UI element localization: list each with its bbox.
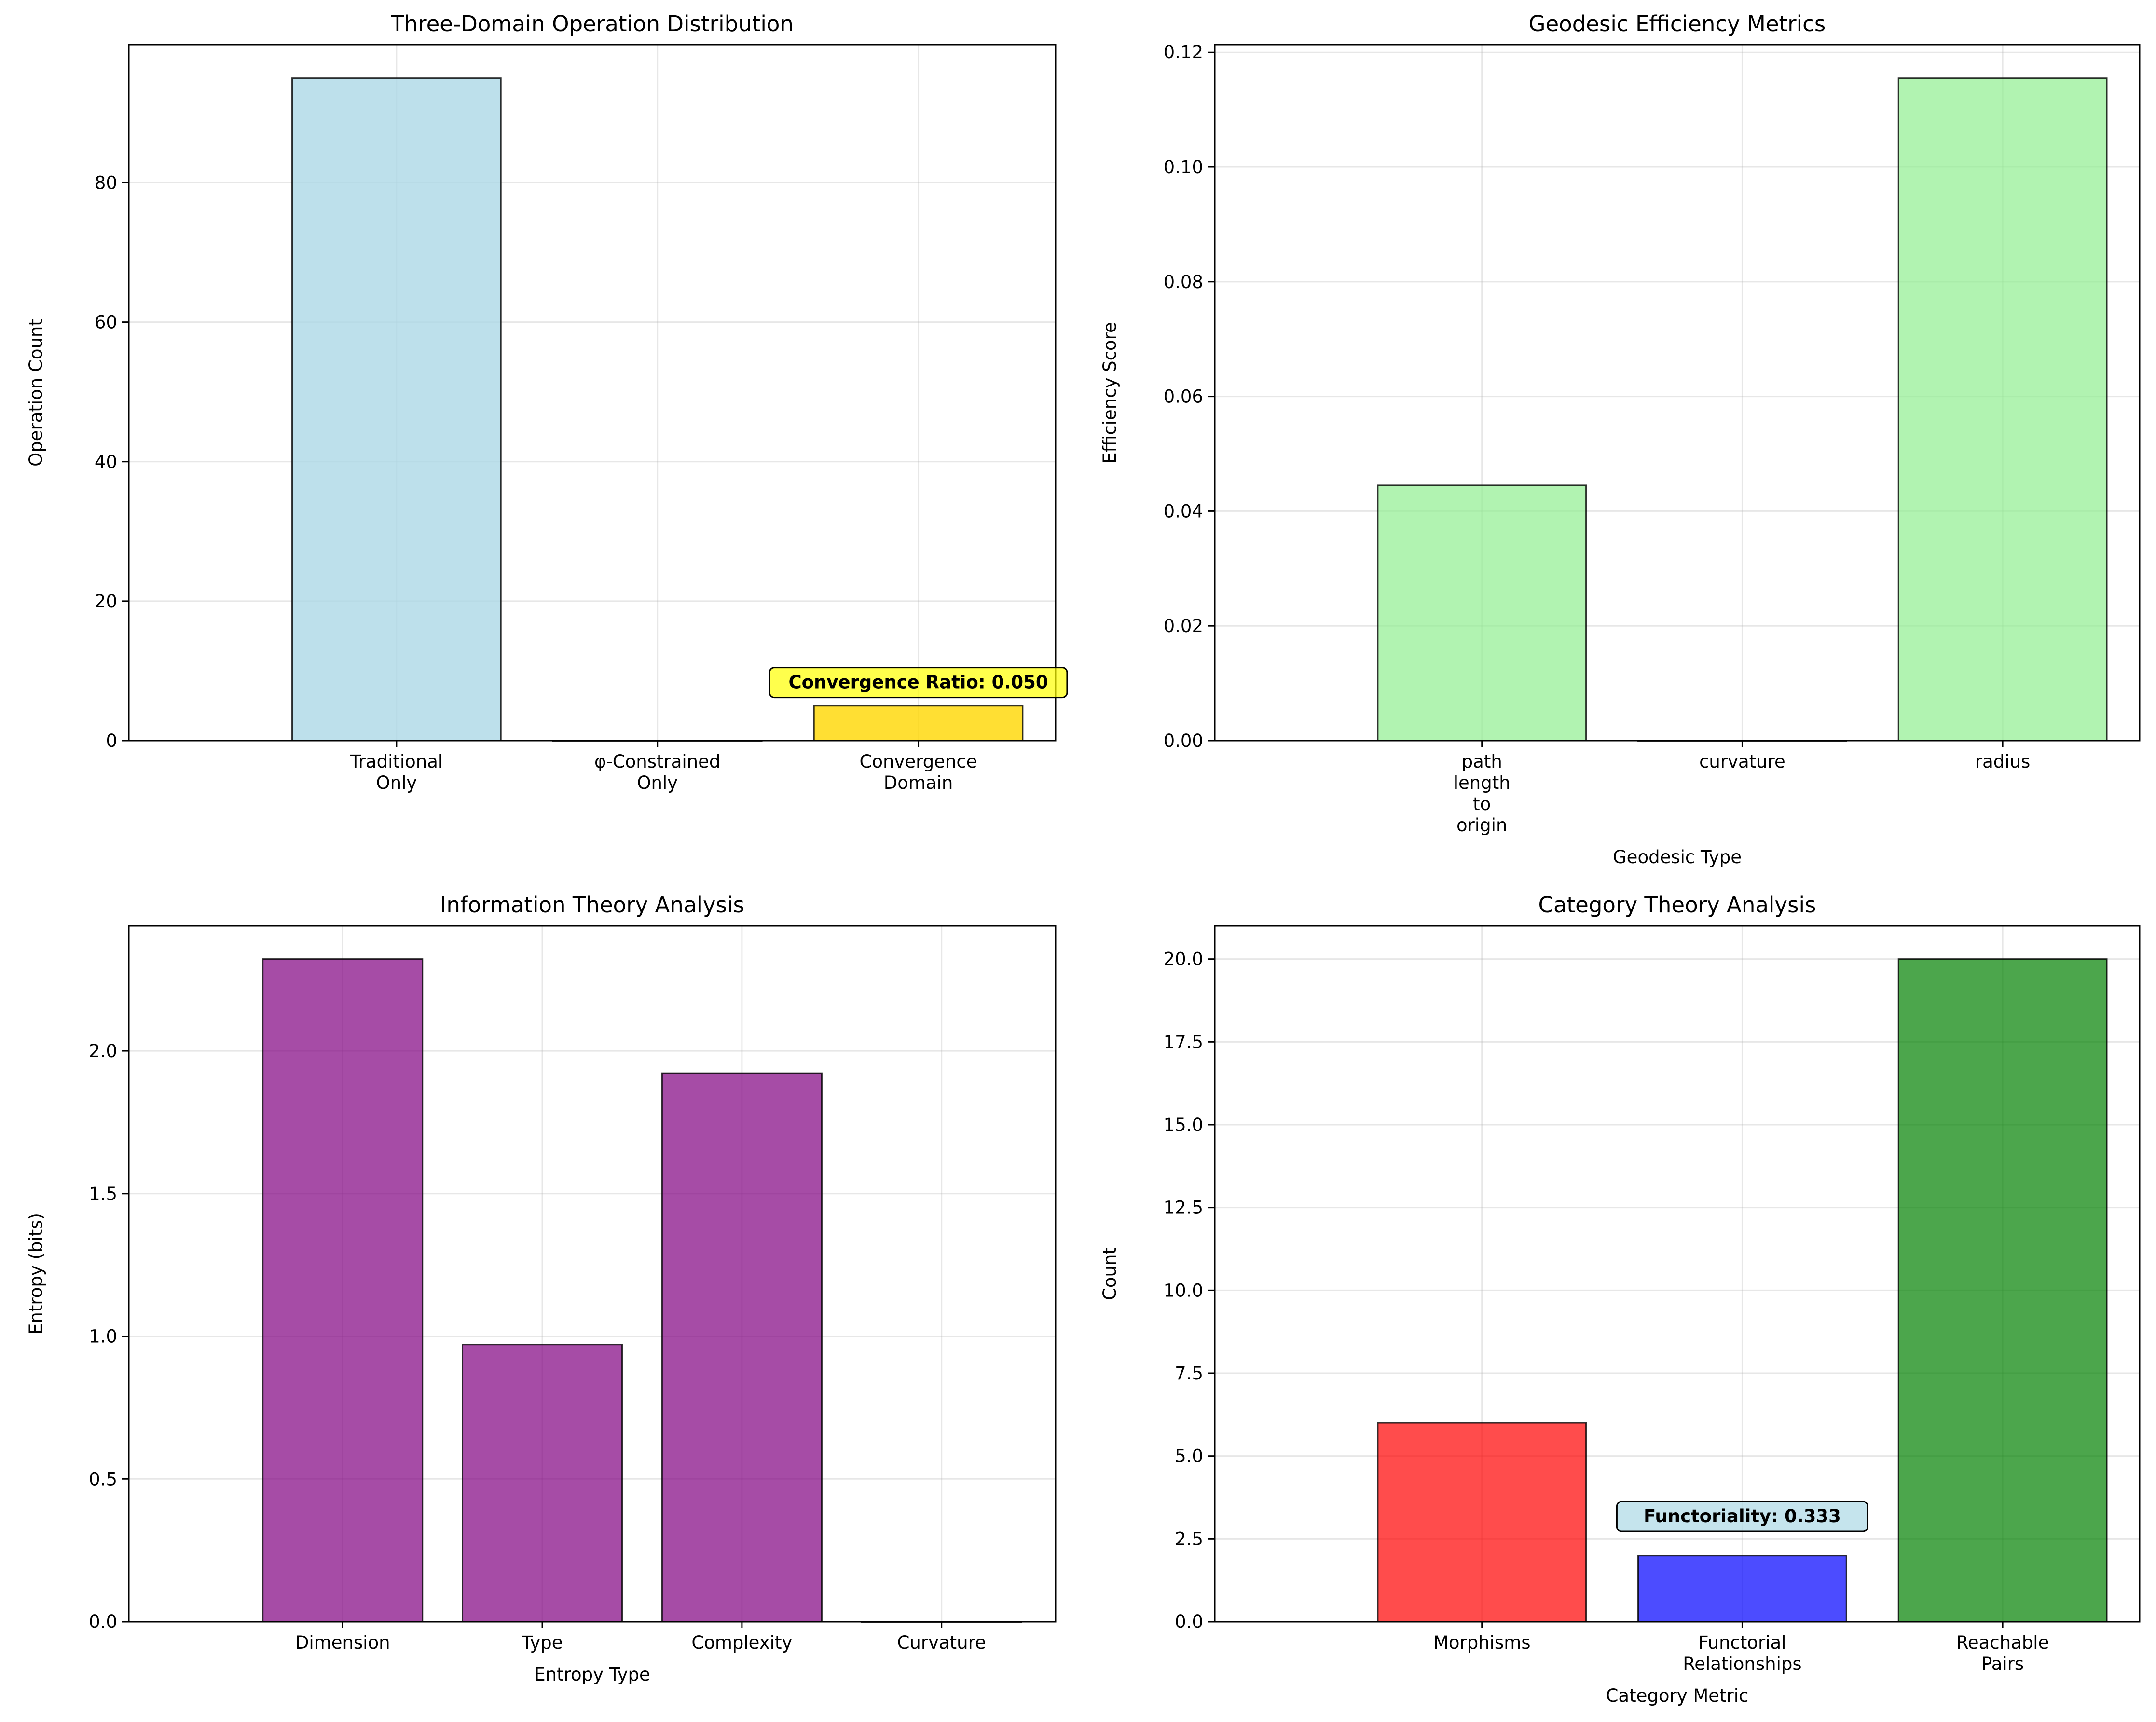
chart-entropy: 0.0 0.5 1.0 1.5 2.0 Dimension Type Complexity Cu… <box>26 892 1057 1685</box>
bar <box>462 1344 623 1623</box>
x-tick-label: Complexity <box>691 1632 792 1653</box>
y-tick-label: 10.0 <box>1164 1280 1203 1301</box>
y-tick-label: 0.10 <box>1164 157 1203 178</box>
x-tick-label: Traditional Only <box>350 751 443 793</box>
y-tick-label: 1.0 <box>89 1326 117 1347</box>
y-tick-label: 40 <box>95 452 117 472</box>
x-axis-label: Category Metric <box>1606 1685 1749 1706</box>
y-tick-label: 15.0 <box>1164 1115 1203 1135</box>
bar <box>291 77 502 742</box>
chart-title: Information Theory Analysis <box>440 892 744 918</box>
x-tick-label: Morphisms <box>1433 1632 1531 1653</box>
bar <box>1897 958 2108 1623</box>
plot-frame <box>128 925 1057 1623</box>
chart-category: 0.0 2.5 5.0 7.5 10.0 12.5 15.0 17.5 20.0 Morphism… <box>1099 892 2141 1706</box>
y-tick-label: 0.5 <box>89 1469 117 1489</box>
y-tick-label: 80 <box>95 173 117 193</box>
y-tick-label: 12.5 <box>1164 1198 1203 1218</box>
x-axis-label: Geodesic Type <box>1613 847 1742 868</box>
bar <box>1377 484 1587 742</box>
y-tick-label: 5.0 <box>1175 1446 1203 1467</box>
y-tick-label: 0.08 <box>1164 272 1203 292</box>
plot-frame <box>1214 44 2141 742</box>
y-tick-label: 0.0 <box>1175 1612 1203 1632</box>
annotation-box <box>769 667 1068 699</box>
x-tick-label: Functorial Relationships <box>1683 1632 1801 1674</box>
plot-frame <box>1214 925 2141 1623</box>
y-tick-label: 17.5 <box>1164 1032 1203 1052</box>
x-tick-label: Dimension <box>295 1632 390 1653</box>
y-axis-label: Operation Count <box>26 319 46 467</box>
y-tick-label: 0.04 <box>1164 501 1203 522</box>
y-tick-label: 20.0 <box>1164 949 1203 970</box>
bar <box>1377 1422 1587 1623</box>
x-tick-label: path length to origin <box>1454 751 1511 836</box>
y-tick-label: 0.00 <box>1164 730 1203 751</box>
x-tick-label: Reachable Pairs <box>1956 1632 2049 1674</box>
y-axis-label: Efficiency Score <box>1099 322 1120 464</box>
y-axis-label: Entropy (bits) <box>26 1213 46 1335</box>
y-tick-label: 2.0 <box>89 1041 117 1061</box>
y-tick-label: 0.0 <box>89 1612 117 1632</box>
y-tick-label: 7.5 <box>1175 1363 1203 1384</box>
chart-title: Three-Domain Operation Distribution <box>390 11 794 37</box>
annotation-text: Convergence Ratio: 0.050 <box>788 672 1048 693</box>
x-tick-label: radius <box>1975 751 2030 772</box>
annotation-text: Functoriality: 0.333 <box>1644 1506 1841 1527</box>
bar <box>661 1072 823 1623</box>
bar <box>1637 1555 1847 1623</box>
y-tick-label: 0.12 <box>1164 42 1203 63</box>
chart-domain: 0 20 40 60 80 Traditional Only φ-Constrained Onl… <box>26 11 1068 793</box>
bar <box>813 705 1024 742</box>
annotation-box <box>1616 1501 1868 1532</box>
x-tick-label: curvature <box>1699 751 1785 772</box>
y-axis-label: Count <box>1099 1247 1120 1300</box>
x-tick-label: Convergence Domain <box>860 751 977 793</box>
chart-title: Geodesic Efficiency Metrics <box>1529 11 1826 37</box>
bar <box>1897 77 2108 742</box>
y-tick-label: 1.5 <box>89 1184 117 1204</box>
x-axis-label: Entropy Type <box>534 1664 650 1685</box>
y-tick-label: 20 <box>95 591 117 612</box>
plot-frame <box>128 44 1057 742</box>
y-tick-label: 60 <box>95 312 117 333</box>
y-tick-label: 0.02 <box>1164 616 1203 636</box>
y-tick-label: 0 <box>106 730 117 751</box>
x-tick-label: Type <box>522 1632 563 1653</box>
chart-title: Category Theory Analysis <box>1538 892 1816 918</box>
chart-geodesic: 0.00 0.02 0.04 0.06 0.08 0.10 0.12 path length to… <box>1099 11 2141 868</box>
y-tick-label: 2.5 <box>1175 1529 1203 1549</box>
x-tick-label: φ-Constrained Only <box>594 751 720 793</box>
bar <box>262 958 424 1623</box>
y-tick-label: 0.06 <box>1164 386 1203 407</box>
x-tick-label: Curvature <box>897 1632 986 1653</box>
